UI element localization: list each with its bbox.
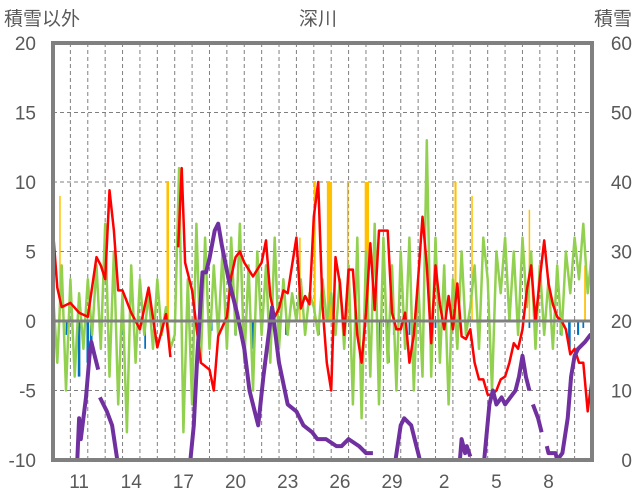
blue-bar xyxy=(434,321,437,328)
red-series-line xyxy=(51,189,172,358)
left-y-tick-label: 10 xyxy=(15,173,36,194)
right-y-tick-label: 60 xyxy=(611,34,632,55)
orange-bar xyxy=(346,182,349,321)
purple-series-line xyxy=(472,353,532,462)
right-y-tick-label: 50 xyxy=(611,104,632,125)
orange-bar xyxy=(59,195,61,321)
orange-bar xyxy=(454,182,457,321)
purple-series-line xyxy=(374,416,473,462)
right-y-tick-label: 20 xyxy=(611,312,632,333)
series-lines xyxy=(51,139,594,462)
orange-bar xyxy=(326,182,333,321)
x-tick-label: 5 xyxy=(491,472,502,493)
purple-series-line xyxy=(544,332,593,462)
orange-bar xyxy=(166,182,170,321)
right-axis-label: 積雪 xyxy=(594,8,632,30)
red-series-line xyxy=(176,166,594,413)
x-tick-label: 20 xyxy=(225,472,246,493)
x-tick-label: 29 xyxy=(381,472,402,493)
orange-bar xyxy=(584,265,586,321)
purple-series-line xyxy=(178,221,373,462)
plot-frame xyxy=(51,41,594,462)
x-tick-label: 26 xyxy=(329,472,350,493)
x-tick-label: 8 xyxy=(543,472,554,493)
left-y-tick-label: 0 xyxy=(25,312,36,333)
gridlines xyxy=(53,43,592,460)
right-y-tick-label: 10 xyxy=(611,382,632,403)
x-tick-label: 2 xyxy=(439,472,450,493)
orange-bar xyxy=(313,182,316,321)
orange-bar xyxy=(471,195,473,321)
left-y-tick-label: 20 xyxy=(15,34,36,55)
right-y-tick-label: 30 xyxy=(611,243,632,264)
blue-bar xyxy=(65,321,69,335)
blue-bar xyxy=(528,321,531,328)
blue-bar xyxy=(582,321,585,328)
x-tick-label: 17 xyxy=(173,472,194,493)
purple-series-line xyxy=(531,403,544,433)
blue-bar xyxy=(568,321,571,349)
blue-bar xyxy=(77,321,81,377)
blue-bar xyxy=(86,321,90,363)
blue-bar xyxy=(408,321,411,335)
chart-title: 深川 xyxy=(299,8,337,30)
x-tick-label: 11 xyxy=(69,472,89,493)
right-y-tick-label: 40 xyxy=(611,173,632,194)
purple-series-line xyxy=(98,396,172,462)
x-tick-label: 14 xyxy=(121,472,143,493)
x-tick-label: 23 xyxy=(277,472,298,493)
left-y-tick-label: -5 xyxy=(19,382,36,403)
blue-bar xyxy=(251,321,255,349)
blue-bar xyxy=(577,321,580,335)
left-y-tick-label: -10 xyxy=(9,451,36,472)
left-y-tick-label: 15 xyxy=(15,104,36,125)
purple-series-line xyxy=(53,339,101,462)
right-y-tick-label: 0 xyxy=(621,451,632,472)
left-axis-label: 積雪以外 xyxy=(4,8,80,30)
left-y-tick-label: 5 xyxy=(25,243,36,264)
